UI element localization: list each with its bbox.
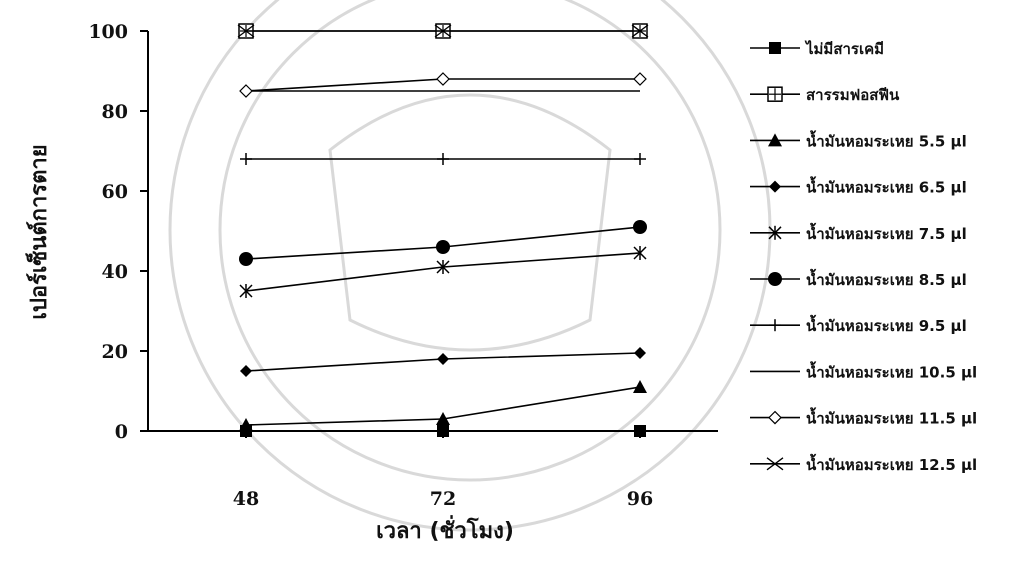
y-tick-label: 40 [102,261,128,283]
data-point [239,84,253,98]
legend-label: น้ำมันหอมระเหย 8.5 µl [806,268,967,289]
data-point [437,353,449,365]
data-point [633,246,647,260]
data-point [634,153,646,165]
y-tick-label: 80 [102,101,128,123]
data-point [631,24,649,38]
data-point [240,365,252,377]
y-tick-label: 0 [115,421,128,443]
watermark-seal [168,0,772,532]
legend-label: น้ำมันหอมระเหย 5.5 µl [806,129,967,150]
legend-item: น้ำมันหอมระเหย 8.5 µl [750,268,967,289]
y-tick-label: 60 [102,181,128,203]
x-tick-label: 96 [627,488,653,510]
series-9 [239,72,647,98]
legend-label: น้ำมันหอมระเหย 7.5 µl [806,222,967,243]
y-axis-ticks: 0 20 40 60 80 100 [88,21,148,443]
legend-label: น้ำมันหอมระเหย 9.5 µl [806,314,967,335]
data-point [239,284,253,298]
series-1 [240,425,646,437]
data-point [633,220,647,234]
data-point [436,260,450,274]
legend-label: น้ำมันหอมระเหย 6.5 µl [806,176,967,197]
legend: ไม่มีสารเคมีสารรมฟอสฟีนน้ำมันหอมระเหย 5.… [750,39,977,474]
series-3 [239,380,647,431]
legend-label: น้ำมันหอมระเหย 11.5 µl [806,407,977,428]
x-tick-label: 48 [233,488,259,510]
data-point [634,425,646,437]
data-point [434,24,452,38]
data-point [634,347,646,359]
legend-swatch-marker [768,272,782,286]
plot-area [237,23,649,437]
x-axis-ticks: 48 72 96 [233,431,653,510]
series-4 [240,347,646,377]
legend-item: น้ำมันหอมระเหย 11.5 µl [750,407,977,428]
legend-item: น้ำมันหอมระเหย 7.5 µl [750,222,967,243]
legend-swatch-marker [769,42,781,54]
data-point [240,153,252,165]
data-point [239,252,253,266]
y-tick-label: 20 [102,341,128,363]
legend-label: สารรมฟอสฟีน [806,86,900,104]
legend-item: สารรมฟอสฟีน [750,86,900,104]
data-point [437,153,449,165]
legend-swatch-marker [768,410,782,425]
series-7 [240,153,646,165]
legend-swatch-marker [767,86,783,102]
data-point [436,240,450,254]
y-axis-title: เปอร์เซ็นต์การตาย [24,144,52,319]
data-point [436,72,450,86]
data-point [237,24,255,38]
legend-swatch-marker [768,133,782,147]
legend-swatch-marker [769,319,781,332]
series-10 [237,24,649,38]
legend-item: น้ำมันหอมระเหย 5.5 µl [750,129,967,150]
legend-item: น้ำมันหอมระเหย 10.5 µl [750,360,977,381]
legend-item: ไม่มีสารเคมี [750,39,884,58]
legend-swatch-marker [769,180,781,193]
x-tick-label: 72 [430,488,456,510]
legend-item: น้ำมันหอมระเหย 6.5 µl [750,176,967,197]
data-point [436,412,450,425]
legend-swatch-marker [768,225,782,240]
series-5 [239,246,647,298]
legend-label: น้ำมันหอมระเหย 10.5 µl [806,360,977,381]
legend-label: น้ำมันหอมระเหย 12.5 µl [806,453,977,474]
data-point [633,380,647,393]
y-tick-label: 100 [88,21,128,43]
x-axis-title: เวลา (ชั่วโมง) [376,514,514,544]
data-point [437,425,449,437]
data-point [239,418,253,431]
legend-item: น้ำมันหอมระเหย 12.5 µl [750,453,977,474]
series-6 [239,220,647,266]
legend-label: ไม่มีสารเคมี [804,39,884,58]
legend-item: น้ำมันหอมระเหย 9.5 µl [750,314,967,335]
legend-swatch-marker [766,457,784,471]
data-point [633,72,647,86]
